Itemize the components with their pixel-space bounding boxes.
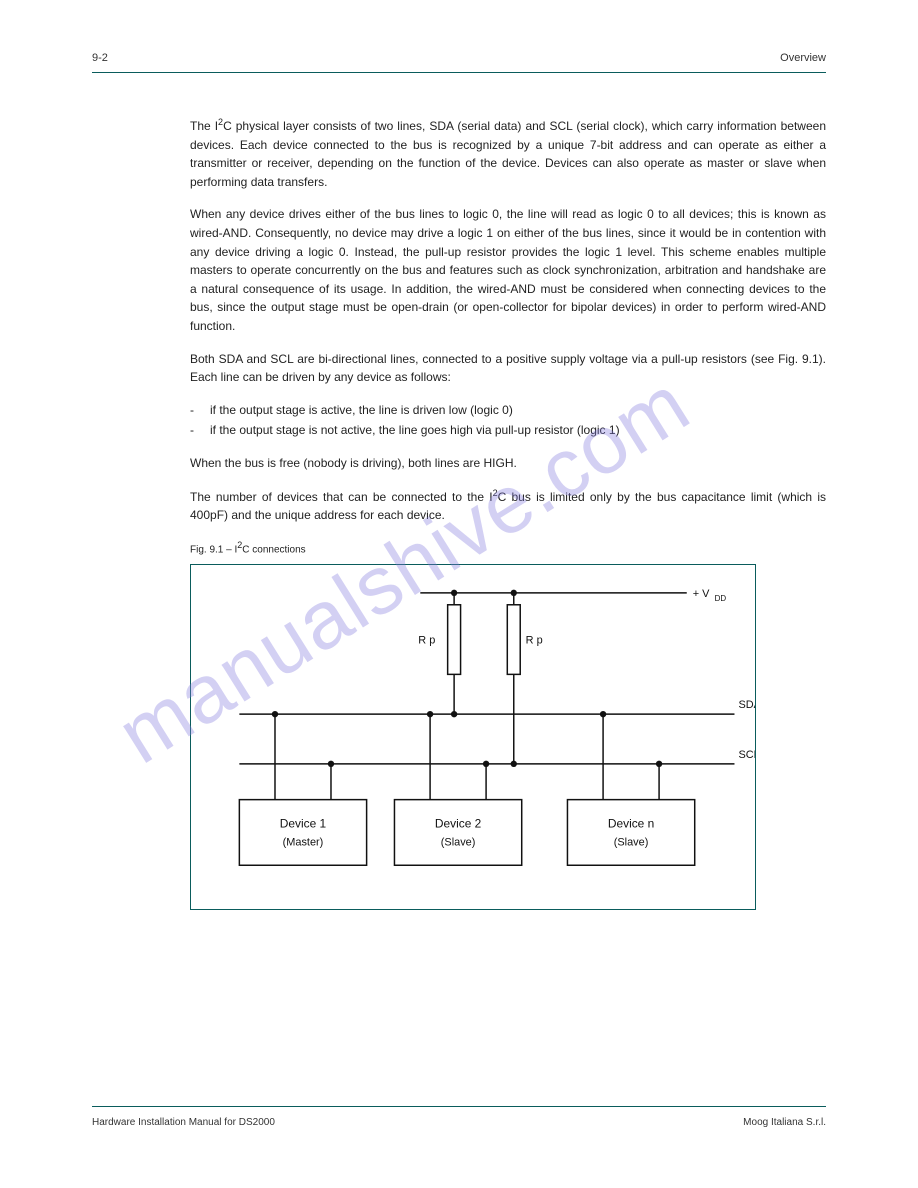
svg-text:SDA: SDA: [738, 699, 755, 711]
svg-text:SCL: SCL: [738, 748, 755, 760]
svg-text:(Slave): (Slave): [614, 836, 649, 848]
figure-caption: Fig. 9.1 – I2C connections: [190, 539, 826, 558]
svg-text:R p: R p: [418, 634, 435, 646]
svg-text:DD: DD: [715, 593, 727, 602]
svg-text:R p: R p: [526, 634, 543, 646]
svg-text:+ V: + V: [693, 587, 710, 599]
bullet-list: - if the output stage is active, the lin…: [190, 401, 826, 440]
diagram-container: + V DD SDA SCL R p R p Device 1 (Master) Device …: [190, 564, 756, 910]
list-item: - if the output stage is not active, the…: [190, 421, 826, 440]
svg-text:(Slave): (Slave): [441, 836, 476, 848]
paragraph-3-intro: Both SDA and SCL are bi-directional line…: [190, 350, 826, 387]
footer-text: Hardware Installation Manual for DS2000 …: [92, 1117, 826, 1128]
main-content: The I2C physical layer consists of two l…: [190, 116, 826, 910]
svg-text:(Master): (Master): [283, 836, 324, 848]
paragraph-1: The I2C physical layer consists of two l…: [190, 116, 826, 191]
page-footer: Hardware Installation Manual for DS2000 …: [92, 1106, 826, 1128]
page-header: 9-2 Overview: [92, 52, 826, 64]
paragraph-2: When any device drives either of the bus…: [190, 205, 826, 335]
footer-right: Moog Italiana S.r.l.: [743, 1117, 826, 1128]
svg-text:Device n: Device n: [608, 816, 654, 830]
paragraph-4: When the bus is free (nobody is driving)…: [190, 454, 826, 473]
header-right: Overview: [780, 52, 826, 64]
header-left: 9-2: [92, 52, 108, 64]
i2c-diagram: + V DD SDA SCL R p R p Device 1 (Master) Device …: [191, 565, 755, 909]
svg-text:Device 1: Device 1: [280, 816, 327, 830]
footer-left: Hardware Installation Manual for DS2000: [92, 1117, 275, 1128]
paragraph-5: The number of devices that can be connec…: [190, 487, 826, 525]
footer-rule: [92, 1106, 826, 1107]
header-rule: [92, 72, 826, 73]
list-item: - if the output stage is active, the lin…: [190, 401, 826, 420]
svg-text:Device 2: Device 2: [435, 816, 482, 830]
